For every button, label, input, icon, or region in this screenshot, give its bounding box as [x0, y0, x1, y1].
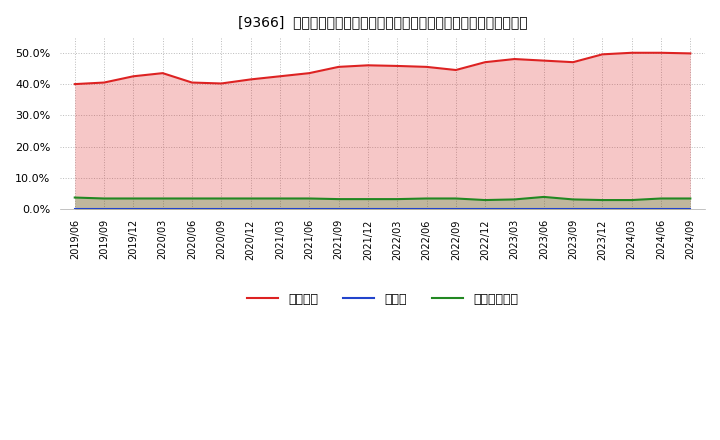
のれん: [364, 206, 372, 211]
自己資本: [481, 59, 490, 65]
のれん: [539, 206, 548, 211]
のれん: [393, 206, 402, 211]
自己資本: [422, 64, 431, 70]
自己資本: [217, 81, 225, 86]
繰延税金資産: [129, 196, 138, 201]
のれん: [129, 206, 138, 211]
繰延税金資産: [71, 195, 79, 200]
Title: [9366]  自己資本、のれん、繰延税金資産の総資産に対する比率の推移: [9366] 自己資本、のれん、繰延税金資産の総資産に対する比率の推移: [238, 15, 527, 29]
のれん: [598, 206, 607, 211]
繰延税金資産: [627, 198, 636, 203]
自己資本: [334, 64, 343, 70]
自己資本: [276, 73, 284, 79]
繰延税金資産: [334, 197, 343, 202]
Line: 繰延税金資産: 繰延税金資産: [75, 197, 690, 200]
自己資本: [188, 80, 197, 85]
自己資本: [569, 59, 577, 65]
自己資本: [100, 80, 109, 85]
自己資本: [657, 50, 665, 55]
繰延税金資産: [539, 194, 548, 200]
のれん: [276, 206, 284, 211]
繰延税金資産: [481, 198, 490, 203]
のれん: [100, 206, 109, 211]
繰延税金資産: [217, 196, 225, 201]
のれん: [158, 206, 167, 211]
繰延税金資産: [364, 197, 372, 202]
自己資本: [393, 63, 402, 69]
自己資本: [305, 70, 314, 76]
繰延税金資産: [686, 196, 695, 201]
繰延税金資産: [276, 196, 284, 201]
のれん: [334, 206, 343, 211]
繰延税金資産: [451, 196, 460, 201]
自己資本: [158, 70, 167, 76]
自己資本: [539, 58, 548, 63]
自己資本: [510, 56, 519, 62]
繰延税金資産: [158, 196, 167, 201]
繰延税金資産: [100, 196, 109, 201]
のれん: [657, 206, 665, 211]
自己資本: [246, 77, 255, 82]
のれん: [627, 206, 636, 211]
繰延税金資産: [422, 196, 431, 201]
Line: 自己資本: 自己資本: [75, 53, 690, 84]
Legend: 自己資本, のれん, 繰延税金資産: 自己資本, のれん, 繰延税金資産: [242, 288, 523, 311]
のれん: [246, 206, 255, 211]
のれん: [510, 206, 519, 211]
のれん: [422, 206, 431, 211]
のれん: [217, 206, 225, 211]
自己資本: [71, 81, 79, 87]
のれん: [481, 206, 490, 211]
繰延税金資産: [393, 197, 402, 202]
のれん: [451, 206, 460, 211]
繰延税金資産: [569, 197, 577, 202]
のれん: [569, 206, 577, 211]
自己資本: [364, 62, 372, 68]
のれん: [686, 206, 695, 211]
のれん: [71, 206, 79, 211]
のれん: [188, 206, 197, 211]
自己資本: [686, 51, 695, 56]
自己資本: [129, 73, 138, 79]
自己資本: [627, 50, 636, 55]
自己資本: [451, 67, 460, 73]
繰延税金資産: [657, 196, 665, 201]
自己資本: [598, 52, 607, 57]
繰延税金資産: [510, 197, 519, 202]
繰延税金資産: [598, 198, 607, 203]
繰延税金資産: [305, 196, 314, 201]
のれん: [305, 206, 314, 211]
繰延税金資産: [188, 196, 197, 201]
繰延税金資産: [246, 196, 255, 201]
